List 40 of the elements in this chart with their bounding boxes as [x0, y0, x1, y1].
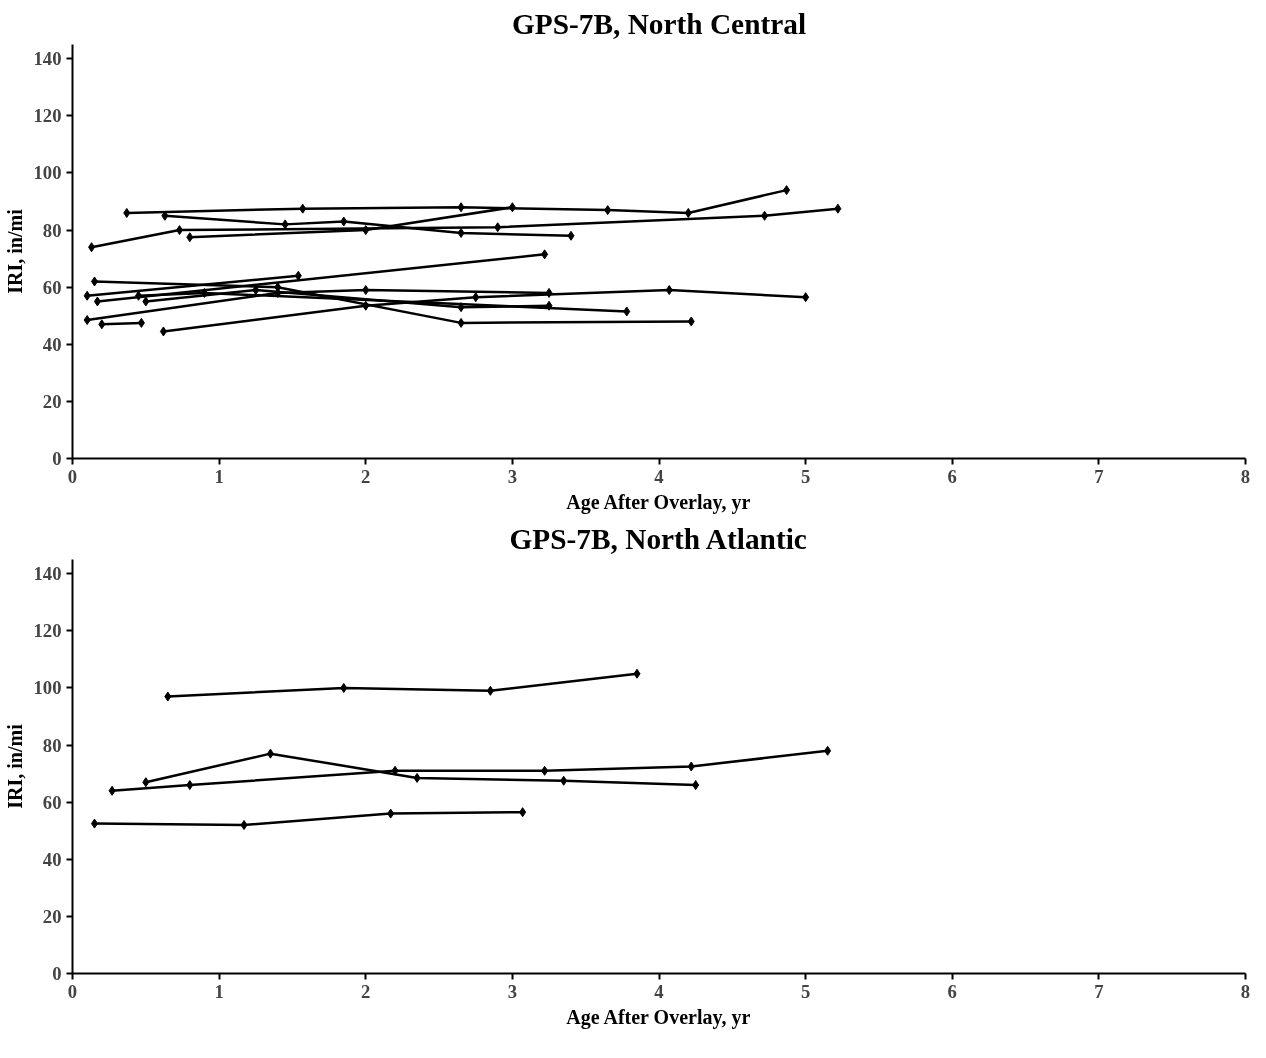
x-tick-label: 7: [1094, 980, 1104, 1002]
y-tick-label: 120: [33, 105, 62, 127]
x-tick-label: 0: [67, 980, 78, 1002]
x-tick-label: 5: [800, 980, 811, 1002]
x-axis-title: Age After Overlay, yr: [566, 1005, 751, 1029]
y-tick-label: 40: [42, 848, 62, 870]
y-tick-label: 60: [42, 276, 62, 298]
y-tick-label: 40: [42, 333, 62, 355]
y-axis-title: IRI, in/mi: [3, 208, 26, 294]
x-axis-title: Age After Overlay, yr: [566, 490, 751, 514]
x-tick-label: 5: [800, 465, 811, 487]
y-tick-label: 80: [42, 734, 62, 756]
y-tick-label: 80: [42, 219, 62, 241]
x-tick-label: 6: [947, 465, 957, 487]
x-tick-label: 2: [361, 980, 371, 1002]
y-tick-label: 0: [52, 963, 62, 984]
x-tick-label: 4: [654, 465, 664, 487]
x-tick-label: 8: [1240, 465, 1251, 487]
y-tick-label: 20: [42, 905, 62, 927]
x-tick-label: 6: [947, 980, 957, 1002]
x-tick-label: 4: [654, 980, 664, 1002]
y-axis-title: IRI, in/mi: [3, 723, 26, 809]
x-tick-label: 2: [361, 465, 371, 487]
chart-title: GPS-7B, North Central: [511, 7, 807, 40]
x-tick-label: 1: [214, 465, 224, 487]
x-tick-label: 0: [67, 465, 78, 487]
chart-title: GPS-7B, North Atlantic: [509, 522, 807, 555]
y-tick-label: 140: [33, 48, 62, 70]
x-tick-label: 3: [507, 465, 518, 487]
x-tick-label: 8: [1240, 980, 1251, 1002]
y-tick-label: 20: [42, 390, 62, 412]
y-tick-label: 100: [33, 677, 62, 699]
x-tick-label: 7: [1094, 465, 1104, 487]
x-tick-label: 1: [214, 980, 224, 1002]
y-tick-label: 120: [33, 620, 62, 642]
y-tick-label: 140: [33, 563, 62, 585]
x-tick-label: 3: [507, 980, 518, 1002]
y-tick-label: 0: [52, 448, 62, 469]
y-tick-label: 100: [33, 162, 62, 184]
y-tick-label: 60: [42, 791, 62, 813]
